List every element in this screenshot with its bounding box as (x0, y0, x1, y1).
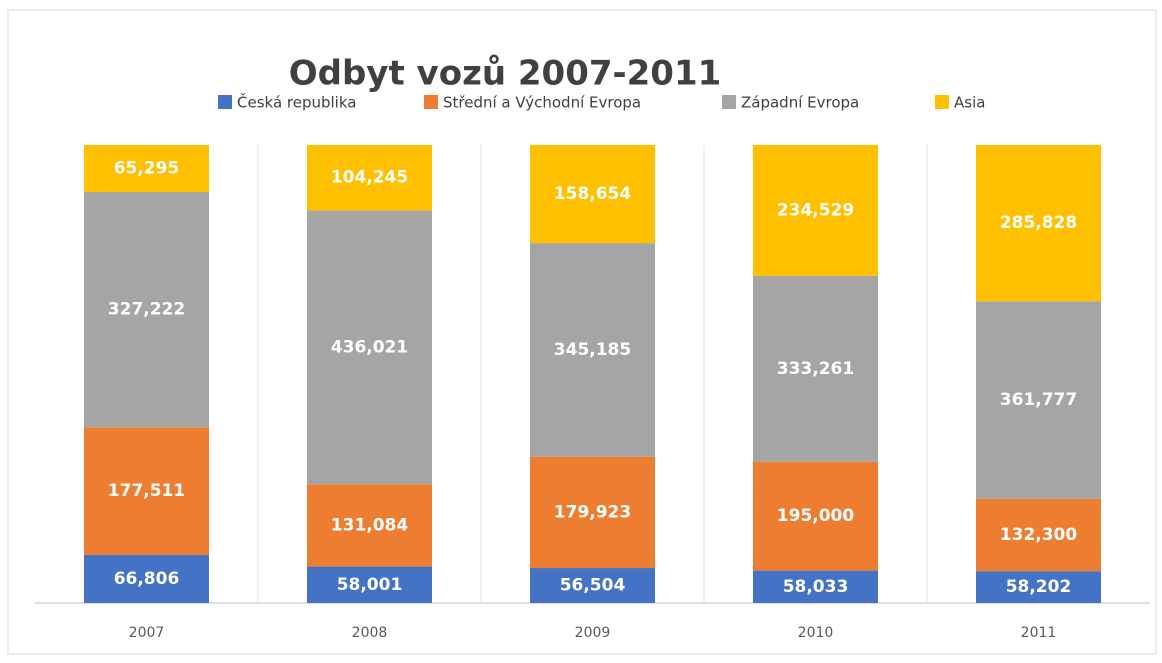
data-label: 195,000 (777, 506, 855, 526)
bar-segment (84, 554, 209, 603)
data-label: 58,033 (783, 577, 849, 597)
bar-segment (530, 568, 655, 603)
data-label: 158,654 (554, 184, 632, 204)
legend-label: Střední a Východní Evropa (443, 94, 641, 112)
bar-segment (753, 570, 878, 603)
bar-segment (976, 145, 1101, 302)
data-label: 132,300 (1000, 525, 1078, 545)
data-label: 361,777 (1000, 390, 1077, 410)
data-label: 56,504 (560, 576, 626, 596)
data-label: 65,295 (114, 158, 180, 178)
bar-segment (84, 427, 209, 555)
data-label: 58,202 (1006, 577, 1072, 597)
x-tick-label: 2008 (352, 625, 388, 641)
data-label: 333,261 (777, 359, 854, 379)
legend-label: Česká republika (237, 93, 356, 112)
bar-segment (753, 461, 878, 571)
x-tick-label: 2009 (575, 625, 611, 641)
bar-segment (307, 484, 432, 567)
bar-segment (976, 301, 1101, 499)
x-tick-label: 2011 (1021, 625, 1057, 641)
data-label: 58,001 (337, 575, 403, 595)
chart-title: Odbyt vozů 2007-2011 (289, 54, 722, 94)
data-label: 234,529 (777, 200, 854, 220)
legend-label: Asia (954, 94, 985, 112)
bar-segment (84, 145, 209, 192)
legend-swatch (722, 95, 736, 109)
bar-segment (976, 498, 1101, 572)
bar-segment (530, 456, 655, 569)
data-label: 285,828 (1000, 213, 1077, 233)
bar-segment (753, 275, 878, 462)
legend-swatch (424, 95, 438, 109)
x-tick-label: 2010 (798, 625, 834, 641)
data-label: 104,245 (331, 168, 408, 188)
data-label: 436,021 (331, 337, 408, 357)
bar-segment (753, 145, 878, 276)
x-tick-label: 2007 (129, 625, 165, 641)
bar-segment (84, 191, 209, 428)
data-label: 131,084 (331, 515, 409, 535)
bar-segment (530, 243, 655, 457)
legend-swatch (935, 95, 949, 109)
data-label: 66,806 (114, 569, 180, 589)
data-label: 177,511 (108, 481, 185, 501)
bar-segment (307, 145, 432, 211)
data-label: 179,923 (554, 502, 631, 522)
legend-label: Západní Evropa (741, 94, 859, 112)
bar-segment (307, 210, 432, 485)
legend-swatch (218, 95, 232, 109)
bar-segment (976, 571, 1101, 603)
bar-segment (530, 145, 655, 244)
data-label: 345,185 (554, 340, 631, 360)
data-label: 327,222 (108, 300, 185, 320)
bar-segment (307, 566, 432, 603)
